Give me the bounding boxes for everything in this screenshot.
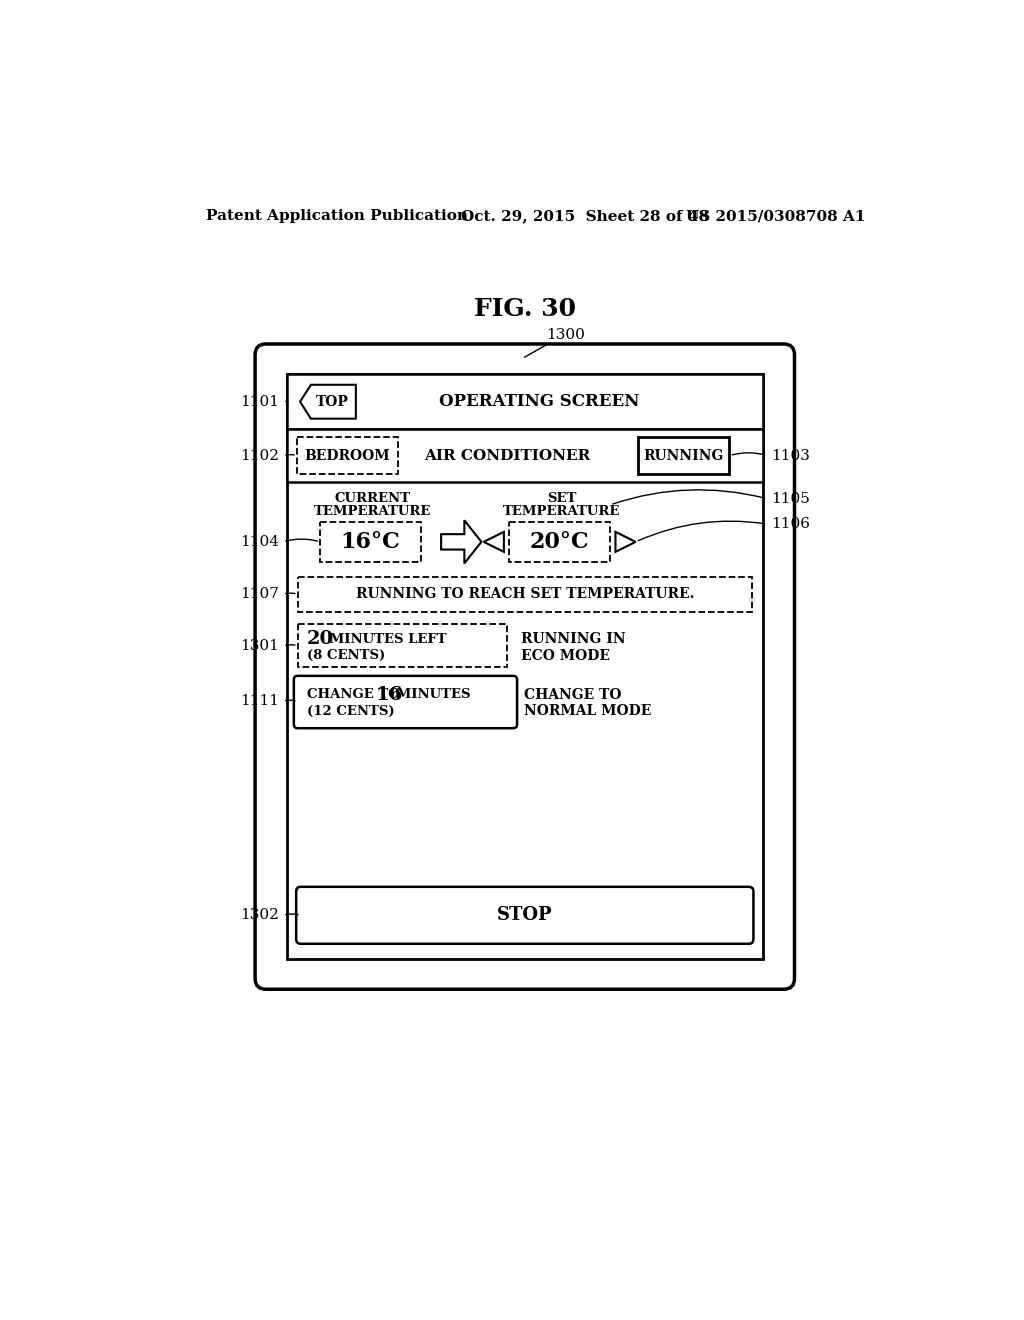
Text: Patent Application Publication: Patent Application Publication (206, 209, 468, 223)
FancyBboxPatch shape (638, 437, 729, 474)
Text: AIR CONDITIONER: AIR CONDITIONER (425, 449, 591, 462)
Text: 1300: 1300 (547, 327, 586, 342)
Polygon shape (615, 532, 636, 552)
Text: RUNNING TO REACH SET TEMPERATURE.: RUNNING TO REACH SET TEMPERATURE. (355, 587, 694, 601)
Text: STOP: STOP (497, 907, 553, 924)
FancyBboxPatch shape (255, 345, 795, 989)
Text: FIG. 30: FIG. 30 (474, 297, 575, 321)
FancyBboxPatch shape (296, 887, 754, 944)
Text: MINUTES: MINUTES (392, 688, 471, 701)
Text: 1301: 1301 (241, 639, 280, 653)
Text: 1103: 1103 (771, 449, 810, 462)
FancyBboxPatch shape (287, 374, 763, 960)
FancyBboxPatch shape (287, 429, 763, 482)
Polygon shape (483, 532, 504, 552)
FancyBboxPatch shape (297, 437, 397, 474)
Text: (8 CENTS): (8 CENTS) (307, 649, 385, 663)
Text: 1107: 1107 (241, 587, 280, 601)
Polygon shape (300, 385, 356, 418)
Text: 1101: 1101 (240, 395, 280, 409)
Text: (12 CENTS): (12 CENTS) (307, 705, 394, 718)
Text: RUNNING: RUNNING (643, 449, 724, 462)
Text: BEDROOM: BEDROOM (304, 449, 390, 462)
Text: 20°C: 20°C (529, 531, 590, 553)
Text: 20: 20 (307, 630, 334, 648)
Text: CHANGE TO: CHANGE TO (307, 688, 399, 701)
FancyBboxPatch shape (287, 374, 763, 429)
Text: TEMPERATURE: TEMPERATURE (504, 504, 621, 517)
FancyBboxPatch shape (509, 521, 610, 562)
Text: CURRENT: CURRENT (334, 492, 411, 506)
Text: SET: SET (547, 492, 577, 506)
Text: 1102: 1102 (240, 449, 280, 462)
Text: 16: 16 (376, 685, 403, 704)
FancyBboxPatch shape (294, 676, 517, 729)
Polygon shape (441, 520, 481, 564)
Text: OPERATING SCREEN: OPERATING SCREEN (438, 393, 639, 411)
FancyBboxPatch shape (321, 521, 421, 562)
Text: Oct. 29, 2015  Sheet 28 of 48: Oct. 29, 2015 Sheet 28 of 48 (461, 209, 710, 223)
FancyBboxPatch shape (298, 577, 752, 612)
Text: 1111: 1111 (240, 694, 280, 709)
Text: NORMAL MODE: NORMAL MODE (524, 705, 651, 718)
Text: 1105: 1105 (771, 492, 810, 506)
Text: 1106: 1106 (771, 517, 810, 531)
Text: US 2015/0308708 A1: US 2015/0308708 A1 (686, 209, 865, 223)
Text: 1302: 1302 (241, 908, 280, 923)
Text: 16°C: 16°C (341, 531, 400, 553)
Text: TEMPERATURE: TEMPERATURE (313, 504, 431, 517)
Text: RUNNING IN: RUNNING IN (521, 632, 626, 647)
Text: TOP: TOP (315, 395, 348, 409)
Text: 1104: 1104 (240, 535, 280, 549)
Text: CHANGE TO: CHANGE TO (524, 688, 622, 702)
Text: ECO MODE: ECO MODE (521, 649, 610, 663)
Text: MINUTES LEFT: MINUTES LEFT (325, 632, 446, 645)
FancyBboxPatch shape (298, 624, 507, 668)
